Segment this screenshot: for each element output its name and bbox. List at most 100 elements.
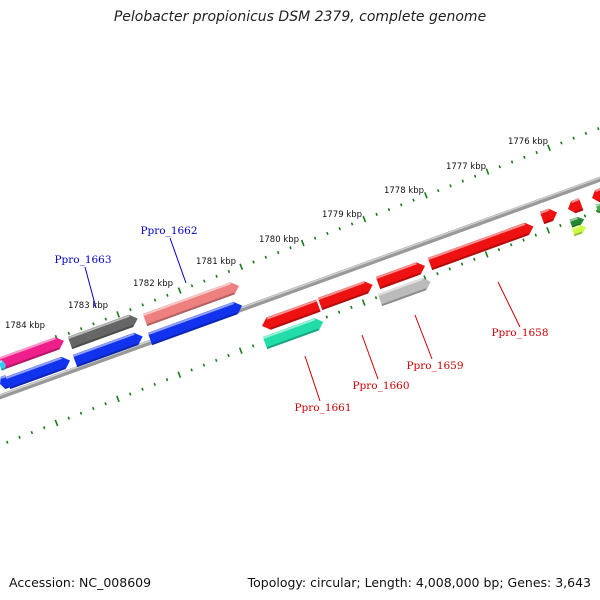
tick-mark	[460, 262, 464, 266]
scale-label-1784-kbp: 1784 kbp	[5, 321, 45, 331]
leader-line-Ppro_1663	[84, 266, 97, 309]
tick-mark	[276, 250, 280, 255]
gene-highlight	[0, 375, 7, 379]
gene-blue-3	[147, 301, 243, 346]
tick-mark	[177, 287, 182, 294]
gene-highlight	[571, 225, 581, 230]
gene-highlight	[67, 314, 130, 339]
tick-mark	[423, 192, 428, 199]
tick-mark	[92, 322, 95, 326]
tick-mark	[326, 231, 329, 236]
gene-Ppro_1661-red	[262, 299, 321, 330]
scale-label-1782-kbp: 1782 kbp	[133, 279, 173, 289]
gene-shadow	[1, 367, 6, 371]
tick-mark	[227, 353, 230, 358]
gene-body	[262, 318, 324, 350]
gene-highlight	[569, 217, 579, 222]
gene-shadow	[381, 288, 427, 307]
gene-blue-1	[5, 356, 71, 390]
scale-label-1780-kbp: 1780 kbp	[259, 235, 299, 245]
gene-small-red-1	[539, 208, 558, 225]
scale-label-1783-kbp: 1783 kbp	[68, 301, 108, 311]
tick-mark	[177, 371, 182, 379]
tick-mark	[92, 406, 95, 411]
tick-mark	[67, 331, 71, 336]
gene-highlight	[147, 302, 235, 335]
accession-text: Accession: NC_008609	[9, 575, 152, 590]
gene-Ppro_1658	[427, 222, 534, 271]
tick-mark	[583, 214, 587, 218]
backbone-line	[0, 176, 600, 400]
tick-mark	[350, 305, 353, 309]
gene-shadow	[321, 291, 369, 311]
gene-body	[375, 262, 426, 290]
gene-body	[317, 281, 373, 311]
gene-body	[67, 314, 138, 350]
tick-mark	[115, 395, 120, 403]
tick-mark	[535, 150, 538, 155]
gene-body	[72, 332, 143, 368]
gene-Ppro_1662	[142, 282, 240, 327]
gene-Ppro_1661	[262, 318, 324, 350]
tick-mark	[523, 155, 526, 159]
gene-label-Ppro_1658: Ppro_1658	[491, 327, 548, 339]
gene-highlight	[142, 282, 231, 316]
tick-mark	[54, 419, 59, 427]
tick-mark	[338, 227, 341, 231]
tick-mark	[350, 222, 354, 226]
tick-mark	[153, 382, 157, 387]
gene-body	[142, 282, 240, 327]
tick-mark	[547, 144, 551, 151]
gene-body	[147, 301, 243, 346]
tick-mark	[436, 188, 440, 193]
gene-label-Ppro_1662: Ppro_1662	[140, 225, 197, 237]
gene-highlight	[377, 278, 423, 296]
gene-shadow	[270, 309, 321, 330]
tick-mark	[227, 269, 231, 274]
gene-label-Ppro_1663: Ppro_1663	[54, 254, 111, 266]
gene-cyan-edge	[0, 360, 6, 371]
tick-mark	[251, 344, 255, 348]
leader-line-Ppro_1659	[414, 314, 433, 360]
tick-mark	[79, 327, 83, 331]
gene-Ppro_1659	[377, 277, 431, 307]
gene-highlight	[0, 337, 56, 360]
tick-mark	[300, 239, 305, 247]
tick-mark	[214, 358, 218, 362]
tick-mark	[374, 296, 378, 300]
gene-shadow	[4, 385, 10, 390]
tick-mark	[153, 298, 157, 302]
gene-highlight	[595, 187, 600, 193]
tick-mark	[473, 174, 477, 178]
tick-mark	[485, 168, 490, 175]
tick-mark	[572, 136, 575, 140]
gene-shadow	[573, 231, 583, 237]
tick-mark	[30, 430, 34, 435]
gene-small-green	[569, 216, 585, 229]
tick-mark	[190, 284, 194, 288]
gene-Ppro_1659-red	[375, 262, 426, 290]
gene-body	[5, 356, 71, 390]
tick-mark	[387, 208, 391, 212]
gene-shadow	[543, 218, 554, 225]
tick-mark	[116, 311, 121, 318]
tick-mark	[546, 227, 550, 234]
scale-label-1777-kbp: 1777 kbp	[446, 162, 486, 172]
gene-shadow	[71, 325, 134, 350]
tick-mark	[42, 426, 46, 430]
tick-mark	[559, 223, 562, 228]
tick-mark	[6, 440, 9, 444]
tick-mark	[400, 203, 403, 207]
gene-highlight	[5, 356, 63, 379]
gene-Ppro_1660	[317, 281, 373, 311]
tick-mark	[509, 243, 513, 247]
gene-shadow	[431, 233, 530, 271]
gene-highlight	[427, 222, 526, 260]
gene-features	[0, 187, 600, 390]
tick-mark	[166, 293, 169, 297]
tick-mark	[337, 310, 341, 314]
gene-body	[377, 277, 431, 307]
gene-shadow	[266, 328, 319, 350]
gene-body	[262, 299, 321, 330]
